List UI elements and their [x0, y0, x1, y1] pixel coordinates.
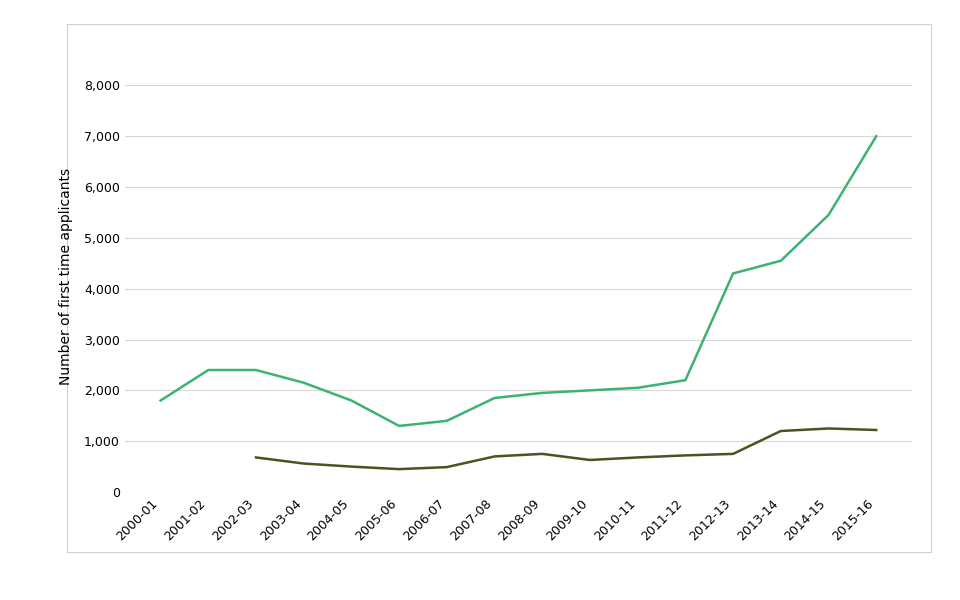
- Line: SME first time applicants: SME first time applicants: [160, 136, 876, 426]
- SME first time applicants: [346, 397, 357, 404]
- SME first time applicants: [155, 397, 166, 404]
- SME first time applicants: [632, 384, 643, 391]
- SME first time applicants: [871, 133, 882, 140]
- Large company first time applicants: [489, 453, 500, 460]
- Large company first time applicants: [585, 457, 596, 464]
- Large company first time applicants: [728, 450, 739, 457]
- Large company first time applicants: [632, 454, 643, 461]
- SME first time applicants: [298, 379, 309, 386]
- Legend: SME first time applicants, Large company first time applicants: SME first time applicants, Large company…: [241, 594, 796, 600]
- Large company first time applicants: [871, 427, 882, 434]
- Large company first time applicants: [775, 427, 786, 434]
- SME first time applicants: [537, 389, 548, 397]
- SME first time applicants: [489, 394, 500, 401]
- SME first time applicants: [203, 367, 214, 374]
- SME first time applicants: [728, 270, 739, 277]
- Large company first time applicants: [346, 463, 357, 470]
- Y-axis label: Number of first time applicants: Number of first time applicants: [59, 167, 73, 385]
- Large company first time applicants: [537, 450, 548, 457]
- SME first time applicants: [251, 367, 262, 374]
- SME first time applicants: [394, 422, 405, 430]
- Line: Large company first time applicants: Large company first time applicants: [256, 428, 876, 469]
- SME first time applicants: [680, 377, 691, 384]
- Large company first time applicants: [680, 452, 691, 459]
- SME first time applicants: [585, 387, 596, 394]
- SME first time applicants: [823, 211, 834, 218]
- SME first time applicants: [441, 417, 452, 424]
- Large company first time applicants: [823, 425, 834, 432]
- Large company first time applicants: [251, 454, 262, 461]
- Large company first time applicants: [298, 460, 309, 467]
- Large company first time applicants: [441, 463, 452, 470]
- Large company first time applicants: [394, 466, 405, 473]
- SME first time applicants: [775, 257, 786, 265]
